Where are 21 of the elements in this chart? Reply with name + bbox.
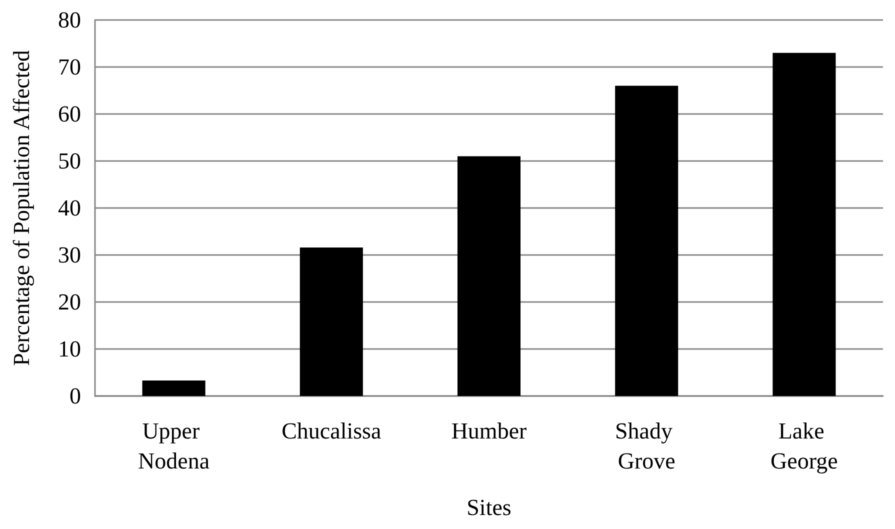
bar — [615, 86, 678, 396]
x-tick-label: Chucalissa — [282, 418, 382, 444]
bar — [300, 247, 363, 396]
bar — [142, 380, 206, 396]
bar — [457, 156, 521, 396]
x-tick-label: Upper Nodena — [138, 418, 210, 474]
y-tick-label: 80 — [58, 8, 81, 32]
y-tick-label: 0 — [70, 384, 81, 408]
x-tick-label: Lake George — [770, 418, 838, 474]
x-axis-title: Sites — [466, 495, 512, 520]
y-tick-label: 40 — [58, 196, 81, 220]
y-tick-label: 30 — [58, 242, 81, 268]
y-tick-label: 60 — [58, 102, 81, 126]
x-tick-label: Humber — [451, 418, 528, 444]
y-tick-label: 20 — [58, 290, 81, 314]
y-tick-label: 50 — [58, 148, 81, 174]
x-tick-label: Shady Grove — [614, 418, 678, 474]
y-tick-label: 70 — [58, 54, 81, 80]
y-tick-label: 10 — [58, 336, 81, 362]
bar — [772, 52, 836, 396]
y-axis-title: Percentage of Population Affected — [9, 50, 34, 366]
